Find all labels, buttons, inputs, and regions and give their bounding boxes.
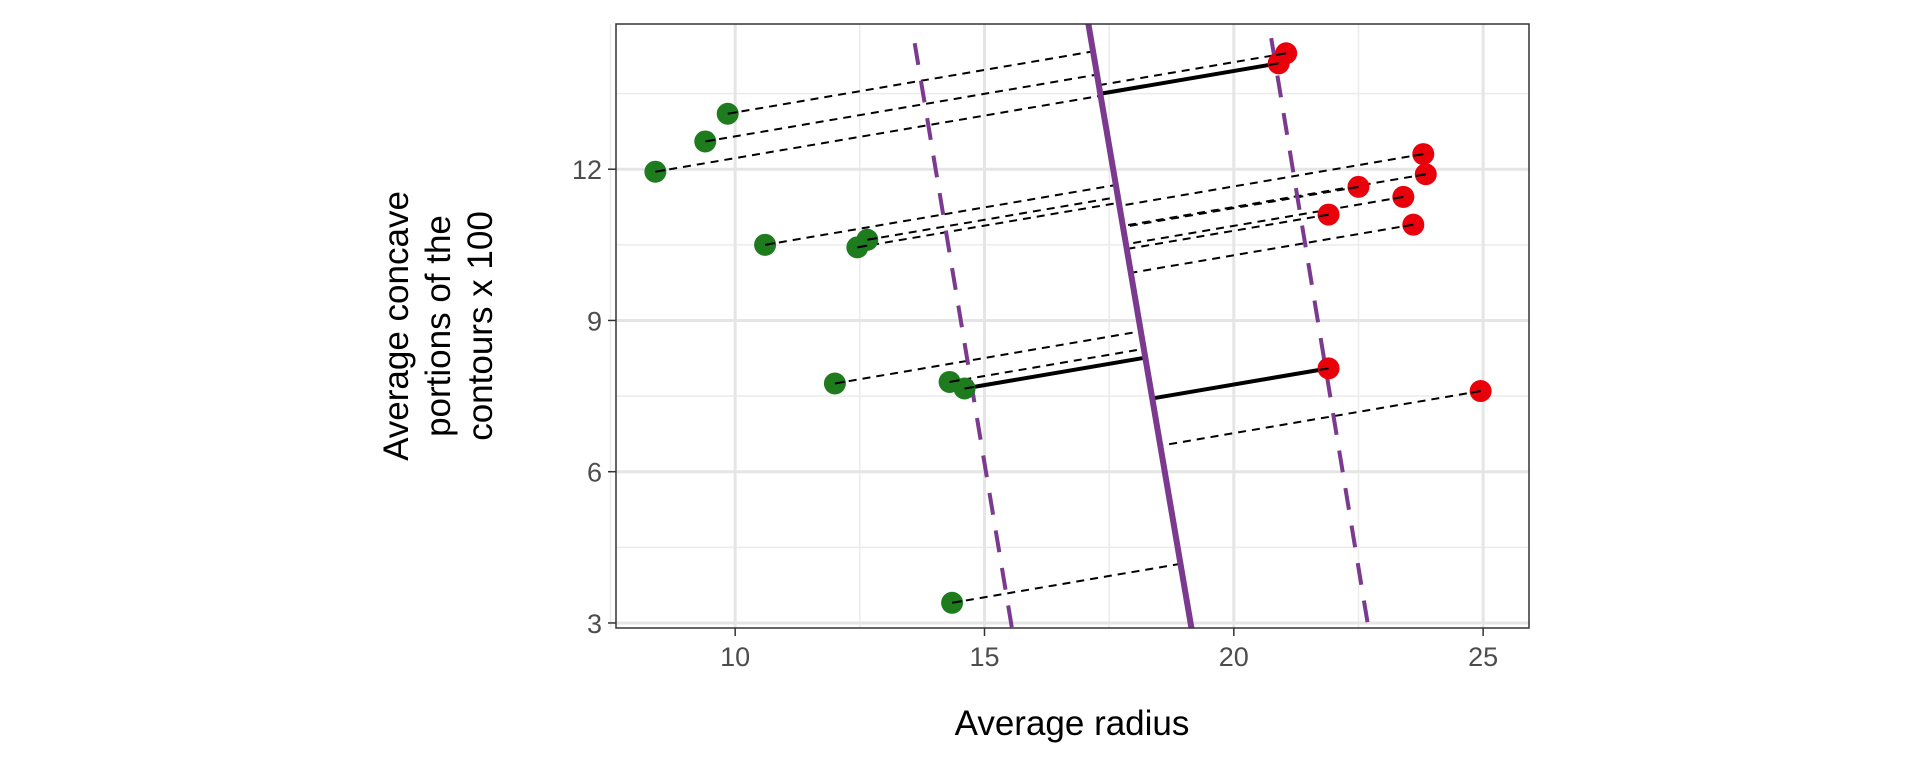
x-tick-label: 10 — [720, 642, 750, 672]
projection-line — [1098, 52, 1287, 87]
point-center-dash — [857, 244, 868, 249]
point-center-dash — [1318, 213, 1329, 218]
projection-line — [951, 562, 1181, 604]
x-tick-label: 25 — [1468, 642, 1498, 672]
point-center-dash — [1403, 223, 1414, 228]
y-axis-title: Average concave portions of the contours… — [377, 191, 500, 461]
projection-line — [1130, 223, 1414, 274]
projection-line — [1126, 213, 1329, 250]
projection-line — [1122, 185, 1359, 229]
point-center-dash — [1393, 195, 1404, 200]
y-tick-label: 6 — [587, 458, 602, 488]
plot-panel-bg — [616, 24, 1529, 628]
grid — [609, 24, 1529, 628]
y-axis-title-line: contours x 100 — [461, 211, 500, 441]
point-center-dash — [1415, 173, 1426, 177]
point-center-dash — [834, 380, 845, 385]
plot-marks — [644, 24, 1492, 628]
margin-line — [1269, 37, 1371, 628]
projection-line — [705, 73, 1098, 143]
projection-line — [1122, 173, 1426, 227]
point-center-dash — [1318, 367, 1329, 372]
projection-line — [949, 347, 1144, 383]
support-vector-distance-line — [964, 355, 1146, 391]
y-axis-title-line: portions of the — [419, 215, 458, 437]
margin-line — [912, 42, 1014, 628]
projection-line — [1160, 390, 1481, 447]
y-axis-title-line: Average concave — [377, 191, 416, 461]
point-center-dash — [949, 379, 960, 383]
point-center-dash — [951, 600, 963, 604]
point-center-dash — [867, 237, 878, 241]
plot-panel-border — [615, 23, 1530, 629]
x-tick-label: 20 — [1219, 642, 1249, 672]
projection-line — [834, 330, 1141, 385]
support-vector-distance-line — [1099, 61, 1280, 96]
point-center-dash — [727, 111, 738, 115]
point-center-dash — [1470, 390, 1481, 394]
projection-line — [857, 201, 1120, 249]
axis-ticks: 10 15 20 25 3 6 9 12 — [572, 155, 1498, 672]
point-center-dash — [1348, 185, 1359, 190]
point-center-dash — [655, 169, 666, 173]
y-tick-label: 3 — [587, 609, 602, 639]
projection-line — [764, 184, 1117, 246]
hyperplane-line — [1085, 24, 1195, 628]
point-center-dash — [1413, 153, 1424, 157]
support-vector-distance-line — [1151, 366, 1329, 401]
point-center-dash — [964, 385, 975, 390]
x-tick-label: 15 — [969, 642, 999, 672]
projection-line — [867, 196, 1119, 241]
y-tick-label: 12 — [572, 155, 602, 185]
y-tick-label: 9 — [587, 306, 602, 336]
point-center-dash — [764, 242, 776, 246]
x-axis-title: Average radius — [955, 704, 1190, 743]
point-center-dash — [705, 138, 716, 143]
point-center-dash — [1276, 52, 1287, 56]
projection-line — [727, 50, 1094, 115]
projection-line — [1119, 153, 1424, 207]
projection-line — [1125, 195, 1404, 246]
point-center-dash — [1268, 62, 1279, 66]
projection-line — [655, 94, 1101, 173]
